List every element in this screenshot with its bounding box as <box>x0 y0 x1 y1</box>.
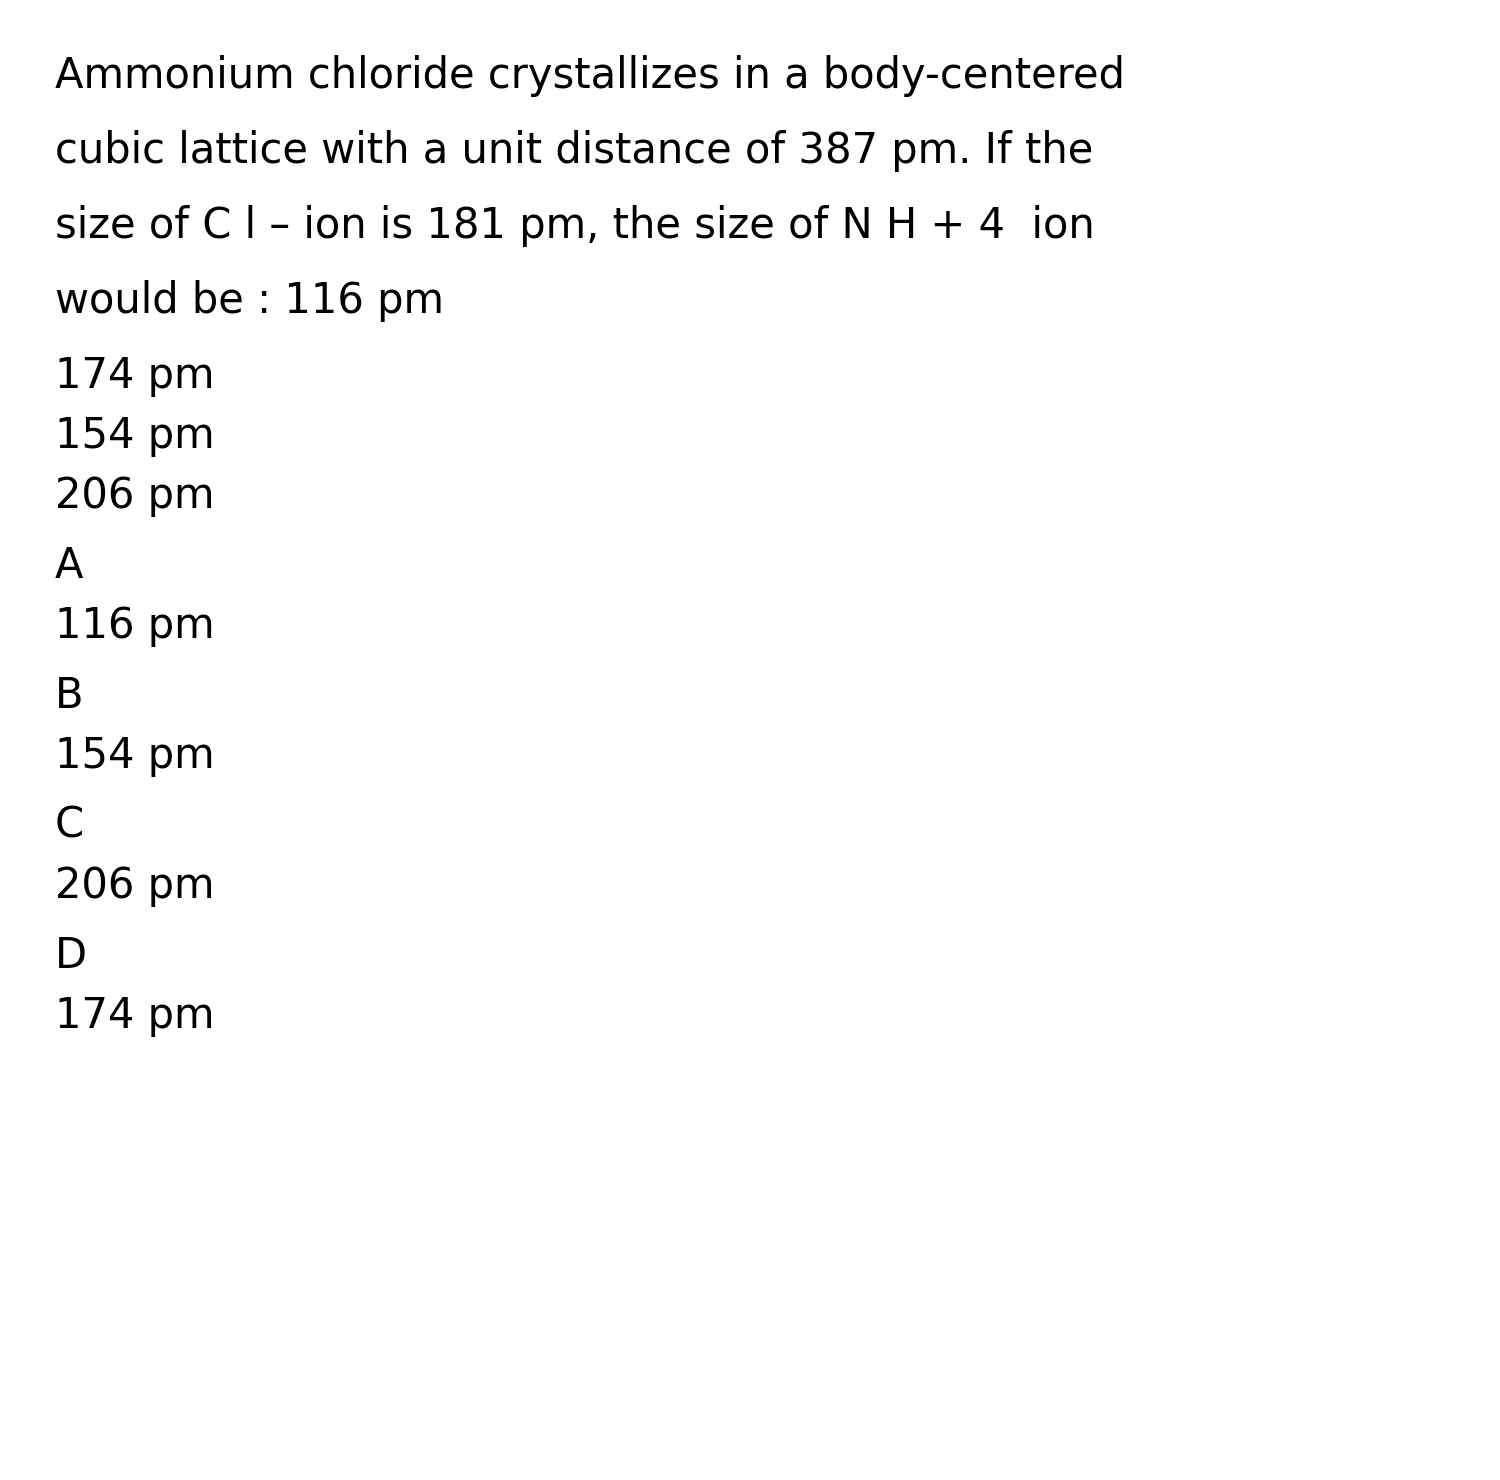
Text: 174 pm: 174 pm <box>56 995 214 1037</box>
Text: A: A <box>56 545 84 588</box>
Text: 154 pm: 154 pm <box>56 736 214 777</box>
Text: 154 pm: 154 pm <box>56 414 214 457</box>
Text: D: D <box>56 935 87 977</box>
Text: cubic lattice with a unit distance of 387 pm. If the: cubic lattice with a unit distance of 38… <box>56 130 1094 172</box>
Text: 206 pm: 206 pm <box>56 864 214 907</box>
Text: 116 pm: 116 pm <box>56 605 214 647</box>
Text: 174 pm: 174 pm <box>56 355 214 397</box>
Text: 206 pm: 206 pm <box>56 475 214 517</box>
Text: would be : 116 pm: would be : 116 pm <box>56 280 444 323</box>
Text: B: B <box>56 675 84 716</box>
Text: size of C l – ion is 181 pm, the size of N H + 4  ion: size of C l – ion is 181 pm, the size of… <box>56 206 1095 247</box>
Text: C: C <box>56 805 84 847</box>
Text: Ammonium chloride crystallizes in a body-centered: Ammonium chloride crystallizes in a body… <box>56 55 1125 98</box>
